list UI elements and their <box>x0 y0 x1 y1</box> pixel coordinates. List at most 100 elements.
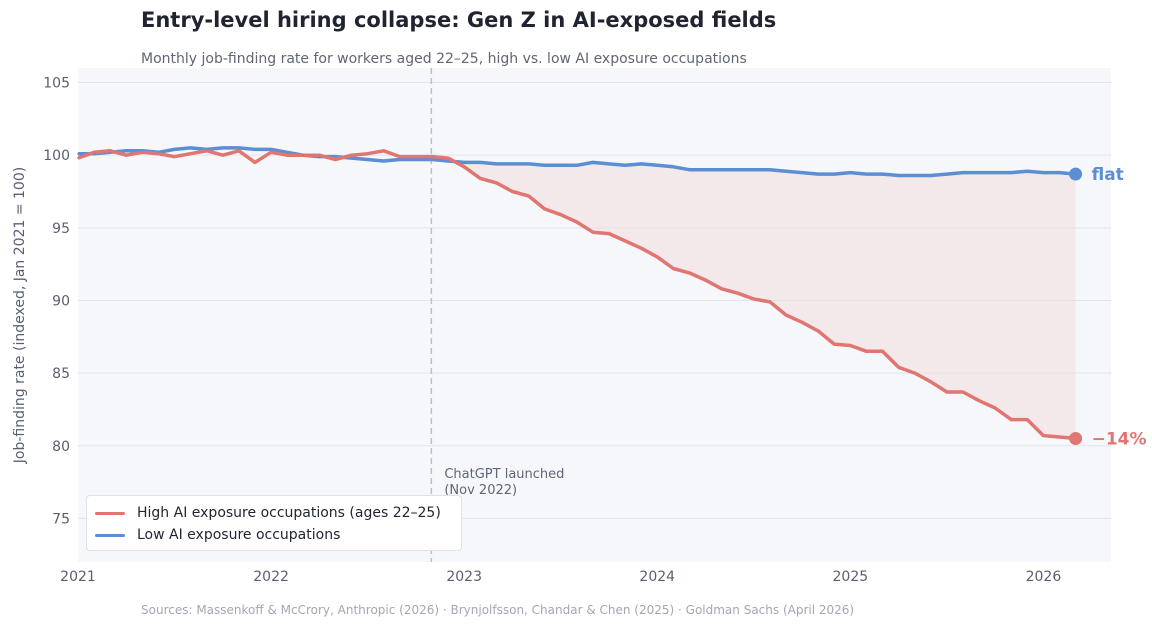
data-point-high-exposure <box>608 232 610 235</box>
data-point-high-exposure <box>125 154 128 156</box>
data-point-low-exposure <box>447 160 449 162</box>
y-tick-label: 105 <box>43 76 70 92</box>
data-point-low-exposure <box>1058 171 1061 174</box>
series-points <box>77 147 1077 440</box>
data-point-low-exposure <box>962 171 964 174</box>
data-point-low-exposure <box>366 158 369 161</box>
end-label-low-exposure: flat <box>1092 165 1124 185</box>
data-point-high-exposure <box>1010 418 1013 421</box>
data-point-low-exposure <box>350 157 353 159</box>
data-point-low-exposure <box>752 168 755 171</box>
grid-lines <box>78 82 1111 519</box>
data-point-high-exposure <box>318 154 321 156</box>
data-point-low-exposure <box>238 147 240 149</box>
y-tick-label: 80 <box>52 439 70 455</box>
data-point-high-exposure <box>801 321 803 324</box>
data-point-high-exposure <box>1058 436 1061 438</box>
data-point-high-exposure <box>704 279 707 281</box>
end-label-high-exposure: −14% <box>1092 430 1147 450</box>
y-tick-label: 95 <box>52 221 70 237</box>
data-point-high-exposure <box>511 190 514 193</box>
data-point-low-exposure <box>157 151 160 154</box>
data-point-low-exposure <box>511 163 514 165</box>
data-point-high-exposure <box>897 366 900 369</box>
data-point-high-exposure <box>672 267 675 270</box>
data-point-low-exposure <box>431 158 433 161</box>
data-point-high-exposure <box>382 150 385 152</box>
data-point-high-exposure <box>366 152 369 155</box>
data-point-low-exposure <box>672 166 675 168</box>
data-point-high-exposure <box>189 152 192 155</box>
data-point-low-exposure <box>559 164 562 167</box>
data-point-high-exposure <box>350 154 353 156</box>
data-point-high-exposure <box>881 350 884 353</box>
data-point-high-exposure <box>656 256 659 258</box>
data-point-low-exposure <box>720 168 723 171</box>
y-axis-label: Job-finding rate (indexed, Jan 2021 = 10… <box>12 167 28 464</box>
data-point-low-exposure <box>946 173 948 175</box>
x-tick-label: 2025 <box>833 569 869 585</box>
data-point-low-exposure <box>881 173 884 175</box>
data-point-high-exposure <box>849 344 852 347</box>
data-point-low-exposure <box>608 163 610 165</box>
data-point-low-exposure <box>173 148 176 151</box>
data-point-low-exposure <box>205 148 208 151</box>
data-point-high-exposure <box>238 150 240 152</box>
data-point-low-exposure <box>286 151 288 154</box>
data-point-low-exposure <box>656 164 659 167</box>
data-point-high-exposure <box>173 155 176 158</box>
data-point-high-exposure <box>93 151 95 154</box>
legend-swatch-low <box>95 533 125 537</box>
data-point-high-exposure <box>334 158 337 161</box>
data-point-high-exposure <box>752 298 755 300</box>
y-axis-ticks: 75 80 85 90 95 100 105 <box>43 76 70 528</box>
data-point-low-exposure <box>93 152 95 155</box>
data-point-high-exposure <box>399 155 401 158</box>
data-point-low-exposure <box>382 160 385 162</box>
data-point-low-exposure <box>1026 170 1029 172</box>
x-tick-label: 2021 <box>60 569 96 585</box>
data-point-low-exposure <box>785 170 787 172</box>
data-point-low-exposure <box>543 164 546 167</box>
legend: High AI exposure occupations (ages 22–25… <box>86 495 462 551</box>
data-point-low-exposure <box>527 163 530 165</box>
legend-label-low: Low AI exposure occupations <box>137 527 341 543</box>
data-point-low-exposure <box>624 164 626 167</box>
y-tick-label: 100 <box>43 148 70 164</box>
y-tick-label: 75 <box>52 511 70 527</box>
data-point-high-exposure <box>141 151 144 154</box>
data-point-low-exposure <box>109 151 111 154</box>
data-point-high-exposure <box>833 343 836 345</box>
data-point-low-exposure <box>463 161 465 164</box>
data-point-high-exposure <box>543 208 546 210</box>
x-tick-label: 2026 <box>1026 569 1062 585</box>
data-point-low-exposure <box>495 163 498 165</box>
data-point-low-exposure <box>994 171 996 174</box>
data-point-low-exposure <box>849 171 852 174</box>
data-point-high-exposure <box>463 166 465 168</box>
data-point-high-exposure <box>495 181 498 184</box>
data-point-high-exposure <box>688 272 691 274</box>
chart-subtitle: Monthly job-finding rate for workers age… <box>141 51 747 67</box>
data-point-high-exposure <box>592 231 594 233</box>
data-point-low-exposure <box>640 163 642 165</box>
data-point-high-exposure <box>222 154 224 156</box>
data-point-high-exposure <box>817 330 819 332</box>
data-point-low-exposure <box>1042 171 1045 174</box>
data-point-low-exposure <box>318 155 321 158</box>
data-point-low-exposure <box>865 173 868 175</box>
data-point-high-exposure <box>978 399 980 402</box>
data-point-high-exposure <box>946 391 948 393</box>
data-point-high-exposure <box>929 381 932 383</box>
data-point-low-exposure <box>415 158 417 161</box>
chart-title: Entry-level hiring collapse: Gen Z in AI… <box>141 8 777 32</box>
legend-item-high-exposure: High AI exposure occupations (ages 22–25… <box>95 503 441 523</box>
x-tick-label: 2024 <box>639 569 675 585</box>
data-point-high-exposure <box>640 247 642 249</box>
data-point-high-exposure <box>624 240 626 242</box>
data-point-high-exposure <box>109 150 111 152</box>
x-axis-ticks: 2021 2022 2023 2024 2025 2026 <box>60 569 1061 585</box>
x-tick-label: 2022 <box>253 569 289 585</box>
data-point-low-exposure <box>929 174 932 177</box>
